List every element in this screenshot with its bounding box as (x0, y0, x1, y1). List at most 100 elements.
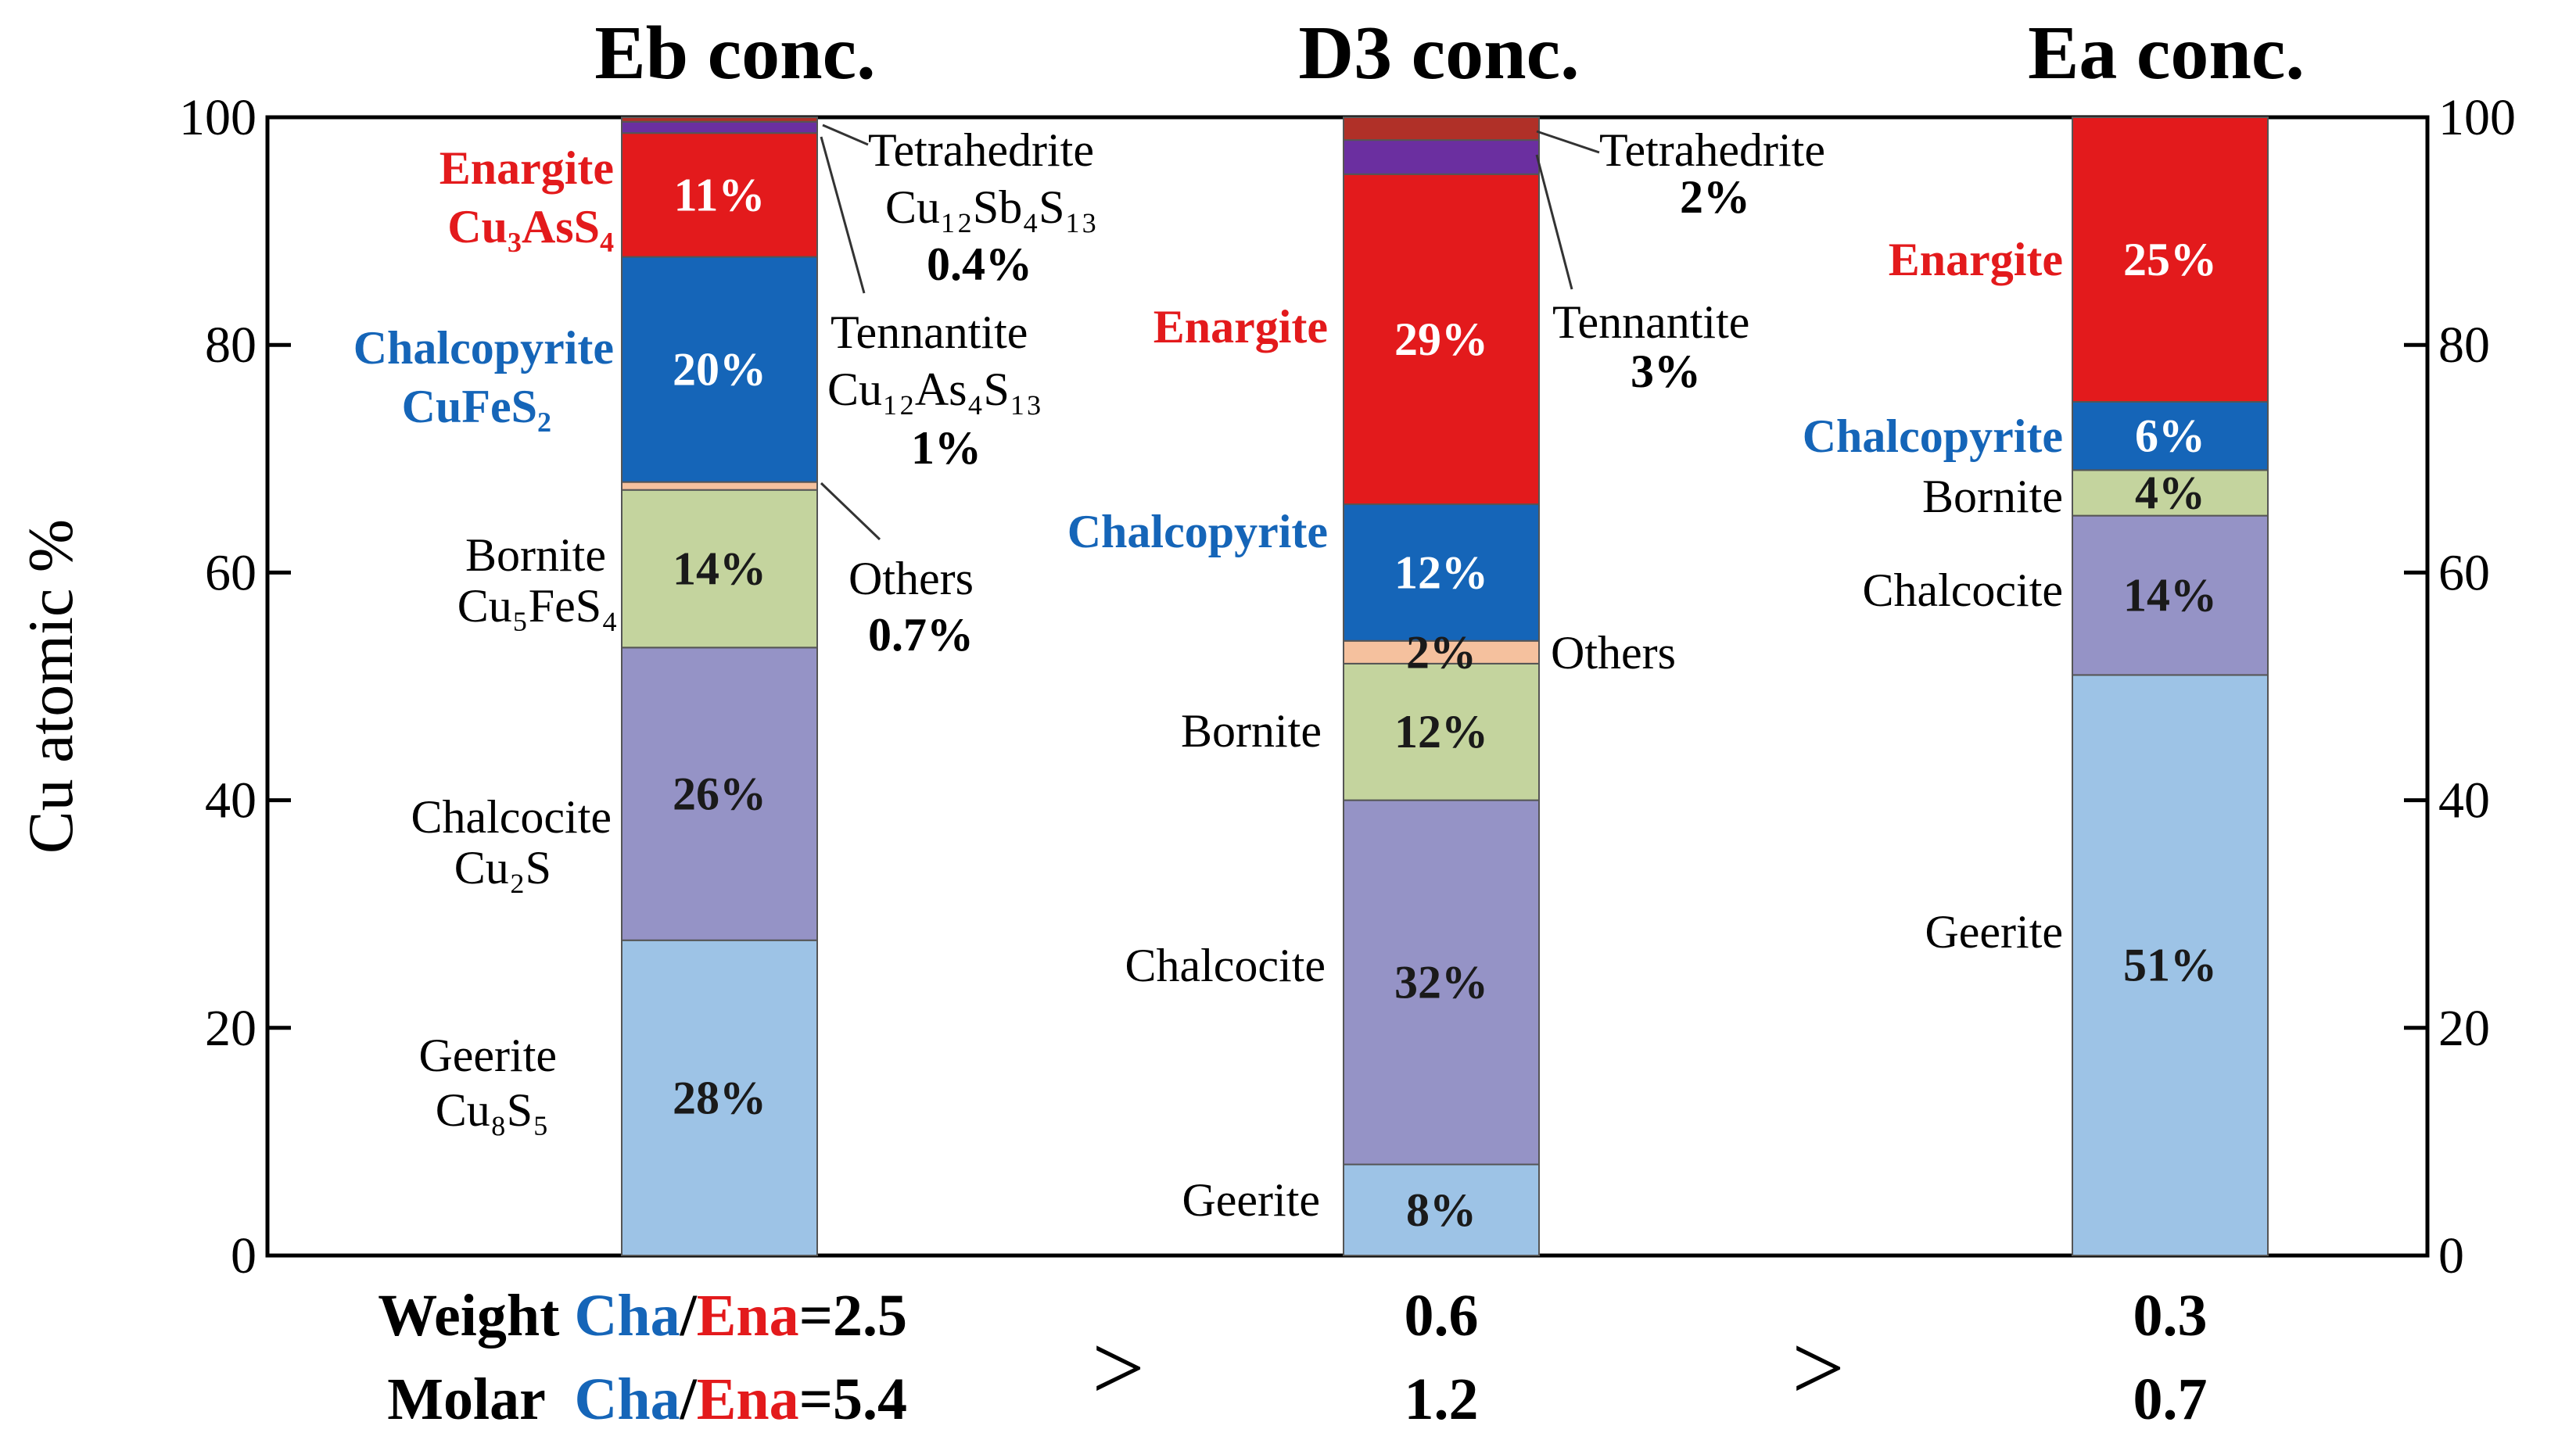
bar-segment-tetrahedrite (621, 116, 818, 123)
y-tick-label-right: 60 (2438, 544, 2490, 601)
eb-tennantite-label: Tennantite (831, 306, 1028, 358)
bar-segment-chalcocite (621, 647, 818, 941)
d3-others-label: Others (1551, 627, 1676, 679)
eb-chalcocite-formula: Cu₂S (454, 842, 551, 894)
bar-segment-tennantite (621, 120, 818, 134)
d3-enargite-label: Enargite (1153, 301, 1328, 353)
ratio-weight-eb: Weight Cha/Ena=2.5 (378, 1283, 907, 1349)
bar-segment-enargite (1343, 173, 1540, 506)
bar-segment-others (621, 481, 818, 491)
weight-slash: / (680, 1283, 698, 1349)
y-tick-label-left: 100 (179, 89, 257, 146)
segment-label-chalcocite: 26% (673, 768, 766, 820)
segment-label-chalcopyrite: 12% (1394, 546, 1488, 598)
d3-tennantite-pct: 3% (1631, 346, 1701, 397)
eb-others-leader (820, 482, 881, 541)
ea-chalcocite-label: Chalcocite (1862, 564, 2063, 616)
d3-tetrahedrite-label: Tetrahedrite (1599, 124, 1825, 176)
title-eb: Eb conc. (594, 11, 875, 95)
bar-segment-enargite (621, 132, 818, 258)
bar-segment-chalcocite (2072, 514, 2269, 676)
ratio-molar-d3: 1.2 (1405, 1367, 1479, 1432)
bar-segment-geerite (2072, 674, 2269, 1256)
d3-tetrahedrite-pct: 2% (1680, 171, 1750, 223)
y-tick-label-right: 100 (2438, 89, 2516, 146)
y-tick-label-right: 0 (2438, 1227, 2464, 1284)
bar-segment-chalcopyrite (2072, 401, 2269, 471)
segment-label-chalcopyrite: 6% (2135, 410, 2205, 462)
ea-chalcopyrite-label: Chalcopyrite (1803, 410, 2063, 462)
d3-bornite-label: Bornite (1181, 705, 1322, 757)
segment-label-bornite: 12% (1394, 706, 1488, 758)
eb-geerite-label: Geerite (418, 1030, 557, 1081)
eb-chalcocite-label: Chalcocite (411, 791, 612, 843)
segment-label-others: 2% (1406, 626, 1476, 678)
segment-labels-group: 28% 26% 14% 20% 11% 8% 32% 12% 2% 12% 29% 51% 14% 4%6… (673, 169, 2217, 1235)
right-y-axis: 0 20 40 60 80 100 (2404, 89, 2516, 1284)
y-tick-label-left: 20 (205, 1000, 257, 1057)
eb-tennantite-leader (820, 136, 866, 294)
ea-enargite-label: Enargite (1889, 234, 2063, 285)
eb-tetrahedrite-formula: Cu₁₂Sb₄S₁₃ (885, 181, 1097, 233)
bar-segment-enargite (2072, 116, 2269, 403)
greater-than-2: > (1792, 1316, 1845, 1420)
bar-segment-chalcopyrite (621, 256, 818, 483)
bar-segment-tetrahedrite (1343, 116, 1540, 141)
d3-geerite-label: Geerite (1182, 1174, 1320, 1226)
weight-ena: Ena (697, 1283, 799, 1349)
eb-bornite-label: Bornite (465, 529, 606, 581)
bar-segment-others (1343, 639, 1540, 664)
title-d3: D3 conc. (1298, 11, 1579, 95)
d3-tetrahedrite-leader (1536, 130, 1600, 154)
d3-chalcocite-label: Chalcocite (1125, 940, 1326, 991)
eb-geerite-formula: Cu₈S₅ (436, 1084, 549, 1136)
left-y-axis: 0 20 40 60 80 100 (179, 89, 291, 1284)
ratio-weight-ea: 0.3 (2133, 1283, 2208, 1349)
eb-bornite-formula: Cu₅FeS₄ (457, 580, 618, 632)
ratio-weight-d3: 0.6 (1405, 1283, 1479, 1349)
d3-chalcopyrite-label: Chalcopyrite (1067, 506, 1328, 557)
molar-cha: Cha (574, 1367, 680, 1432)
segment-label-geerite: 28% (673, 1072, 766, 1123)
eb-others-pct: 0.7% (868, 609, 974, 661)
molar-label: Molar (387, 1367, 574, 1432)
eb-chalcopyrite-label: Chalcopyrite (353, 322, 614, 374)
segment-label-enargite: 11% (674, 169, 766, 220)
ea-bornite-label: Bornite (1922, 471, 2063, 522)
d3-tennantite-label: Tennantite (1552, 296, 1749, 348)
bar-segment-bornite (2072, 469, 2269, 517)
ea-geerite-label: Geerite (1925, 906, 2063, 958)
eb-chalcopyrite-formula: CuFeS₂ (402, 381, 551, 432)
greater-than-1: > (1092, 1316, 1145, 1420)
y-tick-label-right: 20 (2438, 1000, 2490, 1057)
eb-tennantite-pct: 1% (911, 422, 981, 474)
bar-segment-tennantite (1343, 139, 1540, 175)
eb-enargite-formula: Cu₃AsS₄ (447, 201, 614, 253)
molar-slash: / (680, 1367, 698, 1432)
ratio-molar-eb: Molar Cha/Ena=5.4 (387, 1367, 907, 1432)
bar-segment-chalcocite (1343, 799, 1540, 1166)
y-tick-label-left: 0 (231, 1227, 257, 1284)
molar-ena: Ena (697, 1367, 799, 1432)
y-tick-label-left: 40 (205, 772, 257, 829)
y-tick-label-left: 80 (205, 317, 257, 374)
eb-tetrahedrite-pct: 0.4% (927, 238, 1032, 290)
segment-label-chalcopyrite: 20% (673, 344, 766, 396)
ratio-molar-ea: 0.7 (2133, 1367, 2208, 1432)
segment-label-chalcocite: 32% (1394, 957, 1488, 1008)
bar-segment-geerite (621, 939, 818, 1257)
d3-tennantite-leader (1535, 154, 1573, 290)
segment-label-enargite: 25% (2123, 234, 2217, 285)
molar-eb-value: =5.4 (799, 1367, 907, 1432)
y-tick-label-right: 80 (2438, 317, 2490, 374)
segment-label-chalcocite: 14% (2123, 570, 2217, 621)
bar-segment-bornite (1343, 662, 1540, 801)
y-axis-title: Cu atomic % (15, 519, 86, 854)
y-tick-label-left: 60 (205, 544, 257, 601)
segment-label-enargite: 29% (1394, 313, 1488, 365)
bar-segment-bornite (621, 489, 818, 649)
eb-tetrahedrite-label: Tetrahedrite (868, 124, 1094, 176)
segment-label-geerite: 8% (1406, 1184, 1476, 1236)
eb-tetrahedrite-leader (822, 124, 869, 146)
